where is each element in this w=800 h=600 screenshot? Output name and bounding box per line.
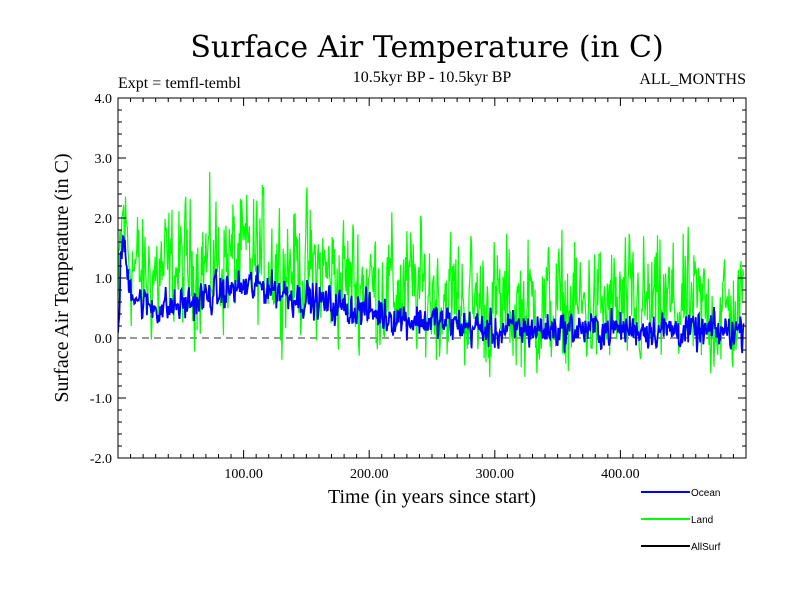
experiment-label: Expt = temfl-tembl [118, 75, 241, 92]
y-tick-label: 3.0 [95, 152, 113, 167]
axis-ticks: -2.0 -1.0 0.0 1.0 2.0 3.0 4.0 100.00 200.00 300.0… [90, 92, 746, 482]
y-tick-label: 0.0 [95, 332, 113, 347]
x-tick-label: 200.00 [350, 467, 389, 482]
x-tick-label: 400.00 [601, 467, 640, 482]
x-tick-label: 300.00 [476, 467, 515, 482]
y-axis-label: Surface Air Temperature (in C) [51, 153, 73, 402]
series-line-land [118, 171, 745, 378]
y-tick-label: 1.0 [95, 272, 113, 287]
chart-title: Surface Air Temperature (in C) [190, 30, 663, 65]
legend-label-land: Land [691, 515, 713, 526]
series-layer [118, 171, 745, 378]
x-tick-label: 100.00 [224, 467, 263, 482]
x-axis-label: Time (in years since start) [328, 486, 536, 508]
y-tick-label: 4.0 [95, 92, 113, 107]
series-line-ocean [118, 234, 745, 354]
legend-label-allsurf: AllSurf [691, 542, 721, 553]
y-tick-label: -2.0 [90, 452, 112, 467]
legend: Ocean Land AllSurf [641, 488, 721, 553]
legend-label-ocean: Ocean [691, 488, 720, 499]
y-tick-label: -1.0 [90, 392, 112, 407]
months-label: ALL_MONTHS [639, 71, 746, 88]
period-label: 10.5kyr BP - 10.5kyr BP [353, 69, 512, 86]
y-tick-label: 2.0 [95, 212, 113, 227]
